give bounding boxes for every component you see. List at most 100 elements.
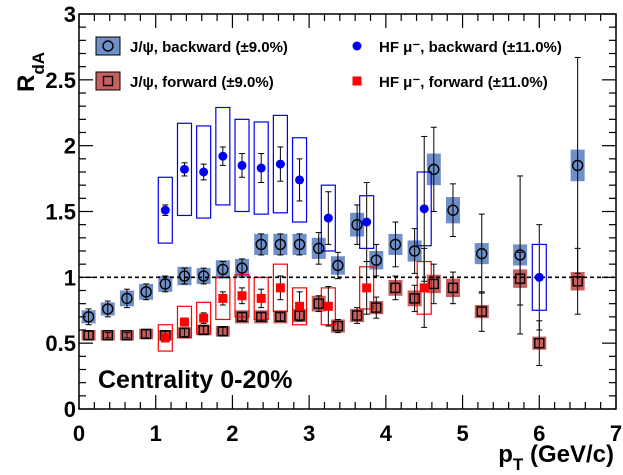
hf_backward-point [419, 204, 429, 214]
x-tick-label: 3 [303, 421, 315, 446]
jpsi_forward-point [275, 311, 286, 323]
jpsi_backward-point [178, 270, 191, 282]
jpsi_backward-point [236, 262, 248, 274]
x-axis-title: pT (GeV/c) [498, 441, 614, 474]
hf_forward-point [237, 291, 247, 301]
y-tick-label: 1 [64, 265, 76, 290]
hf_backward-point [534, 272, 544, 282]
x-tick-label: 7 [610, 421, 622, 446]
jpsi_forward-point [102, 330, 113, 341]
legend-swatch-jpsi_forward [95, 71, 121, 91]
jpsi_backward-point [121, 292, 133, 305]
hf_forward-point [275, 283, 285, 293]
hf_forward-point [419, 283, 429, 293]
jpsi_backward-point [217, 263, 229, 276]
data-markers [82, 151, 584, 349]
tick-labels: 0 1 2 3 4 5 6 7 0 0.5 1 1.5 2 2.5 3 [45, 2, 622, 446]
jpsi_forward-point [476, 306, 487, 317]
jpsi_forward-point [255, 311, 267, 323]
jpsi_backward-point [428, 163, 440, 176]
hf_forward-point [179, 317, 189, 327]
legend: J/ψ, backward (±9.0%) J/ψ, forward (±9.0%… [95, 36, 562, 91]
hf_backward-sys-box [176, 122, 193, 217]
hf_forward-point [256, 293, 266, 303]
jpsi_forward-point [371, 302, 382, 313]
x-tick-label: 5 [456, 421, 468, 446]
jpsi_forward-point [572, 276, 583, 287]
y-tick-label: 1.5 [45, 200, 76, 225]
y-tick-label: 0 [64, 397, 76, 422]
hf_forward-sys-box [272, 263, 288, 313]
legend-label-jpsi_forward: J/ψ, forward (±9.0%) [130, 74, 274, 91]
jpsi_backward-point [313, 242, 325, 255]
jpsi_backward-point [571, 159, 584, 172]
hf_backward-point [218, 151, 228, 161]
jpsi_backward-point [408, 245, 421, 257]
hf_backward-sys-box [215, 106, 231, 206]
hf_backward-point [179, 164, 189, 174]
jpsi_forward-point [313, 298, 324, 309]
hf_backward-point [256, 163, 266, 173]
x-tick-label: 6 [533, 421, 545, 446]
jpsi_forward-point [534, 337, 545, 349]
hf_backward-sys-box [320, 184, 336, 252]
hf_forward-sys-box [291, 287, 308, 326]
hf_backward-sys-box [234, 118, 250, 213]
jpsi_forward-point [351, 310, 363, 321]
jpsi_forward-point [198, 324, 209, 336]
y-tick-label: 3 [64, 2, 76, 27]
jpsi_backward-point [197, 270, 210, 282]
legend-swatch-jpsi_backward [95, 36, 121, 56]
hf_forward-point [362, 283, 372, 293]
jpsi_backward-point [476, 247, 488, 260]
hf_forward-sys-box [157, 324, 173, 352]
hf_backward-point [160, 205, 170, 215]
axis-ticks [78, 13, 617, 410]
x-tick-label: 0 [73, 421, 85, 446]
legend-marker-hf_forward [352, 76, 362, 86]
jpsi_forward-point [390, 282, 401, 294]
hf_backward-point [323, 213, 333, 223]
y-axis-title: RdA [13, 52, 48, 92]
jpsi_backward-point [389, 238, 402, 251]
x-tick-label: 4 [380, 421, 393, 446]
y-tick-label: 2 [64, 134, 76, 159]
hf_backward-sys-box [253, 121, 269, 215]
hf_backward-point [295, 175, 305, 185]
jpsi_backward-point [332, 259, 344, 272]
hf_backward-point [237, 160, 247, 170]
hf_forward-point [295, 301, 305, 311]
hf_backward-sys-box [291, 137, 308, 223]
jpsi_forward-point [409, 293, 420, 304]
jpsi_backward-point [370, 254, 382, 266]
x-tick-label: 2 [226, 421, 238, 446]
hf_backward-point [199, 167, 209, 177]
jpsi_backward-point [102, 303, 114, 315]
jpsi_backward-point [255, 238, 267, 251]
legend-marker-jpsi_forward [102, 75, 114, 87]
jpsi_backward-point [140, 286, 152, 298]
jpsi_backward-point [447, 204, 459, 216]
x-tick-label: 1 [150, 421, 162, 446]
jpsi_forward-point [179, 327, 190, 338]
centrality-annotation: Centrality 0-20% [98, 366, 293, 394]
jpsi_backward-point [274, 238, 287, 251]
legend-label-hf_backward: HF μ⁻, backward (±11.0%) [379, 39, 562, 56]
hf_forward-sys-box [176, 305, 193, 339]
hf_backward-sys-box [272, 114, 288, 214]
legend-marker-jpsi_backward [102, 40, 114, 52]
jpsi_forward-point [83, 330, 94, 341]
jpsi_backward-point [351, 218, 363, 231]
hf_backward-point [275, 159, 285, 169]
jpsi_forward-point [332, 320, 344, 332]
legend-label-hf_forward: HF μ⁻, forward (±11.0%) [379, 74, 548, 91]
jpsi_forward-point [294, 310, 305, 321]
y-tick-label: 2.5 [45, 68, 76, 93]
legend-label-jpsi_backward: J/ψ, backward (±9.0%) [130, 39, 288, 56]
jpsi_forward-point [514, 273, 526, 284]
hf_backward-sys-box [196, 125, 212, 219]
hf_backward-sys-box [157, 176, 173, 244]
jpsi_forward-point [217, 326, 229, 337]
jpsi_backward-point [514, 249, 526, 261]
